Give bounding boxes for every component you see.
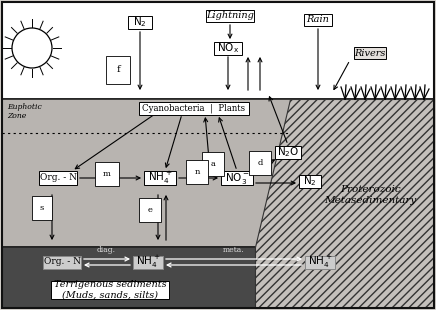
Text: meta.: meta. (223, 246, 245, 254)
Text: Org. - N: Org. - N (40, 174, 76, 183)
Text: Lightning: Lightning (206, 11, 254, 20)
Bar (2, 2, 434, 99)
Text: Org. - N: Org. - N (44, 258, 81, 267)
FancyBboxPatch shape (43, 255, 81, 268)
Bar (2, 247, 434, 308)
FancyBboxPatch shape (144, 171, 176, 185)
Text: a: a (211, 160, 215, 168)
Text: d: d (257, 159, 262, 167)
Text: Rivers: Rivers (354, 48, 386, 57)
Text: s: s (40, 204, 44, 212)
FancyBboxPatch shape (133, 255, 163, 268)
Text: Cyanobacteria  |  Plants: Cyanobacteria | Plants (143, 103, 245, 113)
Bar (2, 99, 434, 247)
Text: $\mathrm{N_2O}$: $\mathrm{N_2O}$ (277, 145, 299, 159)
Text: $\mathrm{N_2}$: $\mathrm{N_2}$ (133, 15, 147, 29)
Circle shape (12, 28, 52, 68)
FancyBboxPatch shape (299, 175, 321, 188)
FancyBboxPatch shape (221, 171, 253, 185)
Text: Terrigenous sediments
(Muds, sands, silts): Terrigenous sediments (Muds, sands, silt… (54, 280, 166, 300)
Text: $\mathrm{NO_3^-}$: $\mathrm{NO_3^-}$ (225, 170, 249, 185)
FancyBboxPatch shape (128, 16, 152, 29)
Text: $\mathrm{NH_4^+}$: $\mathrm{NH_4^+}$ (136, 254, 160, 270)
Polygon shape (255, 99, 434, 308)
Text: Euphotic: Euphotic (7, 103, 42, 111)
Text: f: f (116, 65, 120, 74)
FancyBboxPatch shape (206, 10, 254, 22)
FancyBboxPatch shape (305, 255, 335, 268)
FancyBboxPatch shape (51, 281, 169, 299)
Text: n: n (194, 168, 200, 176)
FancyBboxPatch shape (39, 171, 77, 185)
FancyBboxPatch shape (275, 145, 301, 158)
Text: $\mathrm{N_2}$: $\mathrm{N_2}$ (303, 174, 317, 188)
Text: Proterozoic
Metasedimentary: Proterozoic Metasedimentary (324, 185, 416, 205)
Text: Rain: Rain (307, 16, 330, 24)
FancyBboxPatch shape (214, 42, 242, 55)
FancyBboxPatch shape (354, 47, 386, 59)
Text: $\mathrm{NH_4^+}$: $\mathrm{NH_4^+}$ (148, 170, 172, 186)
Text: m: m (103, 170, 111, 178)
FancyBboxPatch shape (304, 14, 332, 26)
Text: $\mathrm{NO_x}$: $\mathrm{NO_x}$ (217, 41, 239, 55)
Text: $\mathrm{NH_4^+}$: $\mathrm{NH_4^+}$ (308, 254, 332, 270)
Text: Zone: Zone (7, 112, 26, 120)
FancyBboxPatch shape (139, 101, 249, 114)
Text: diag.: diag. (96, 246, 116, 254)
Text: e: e (147, 206, 153, 214)
